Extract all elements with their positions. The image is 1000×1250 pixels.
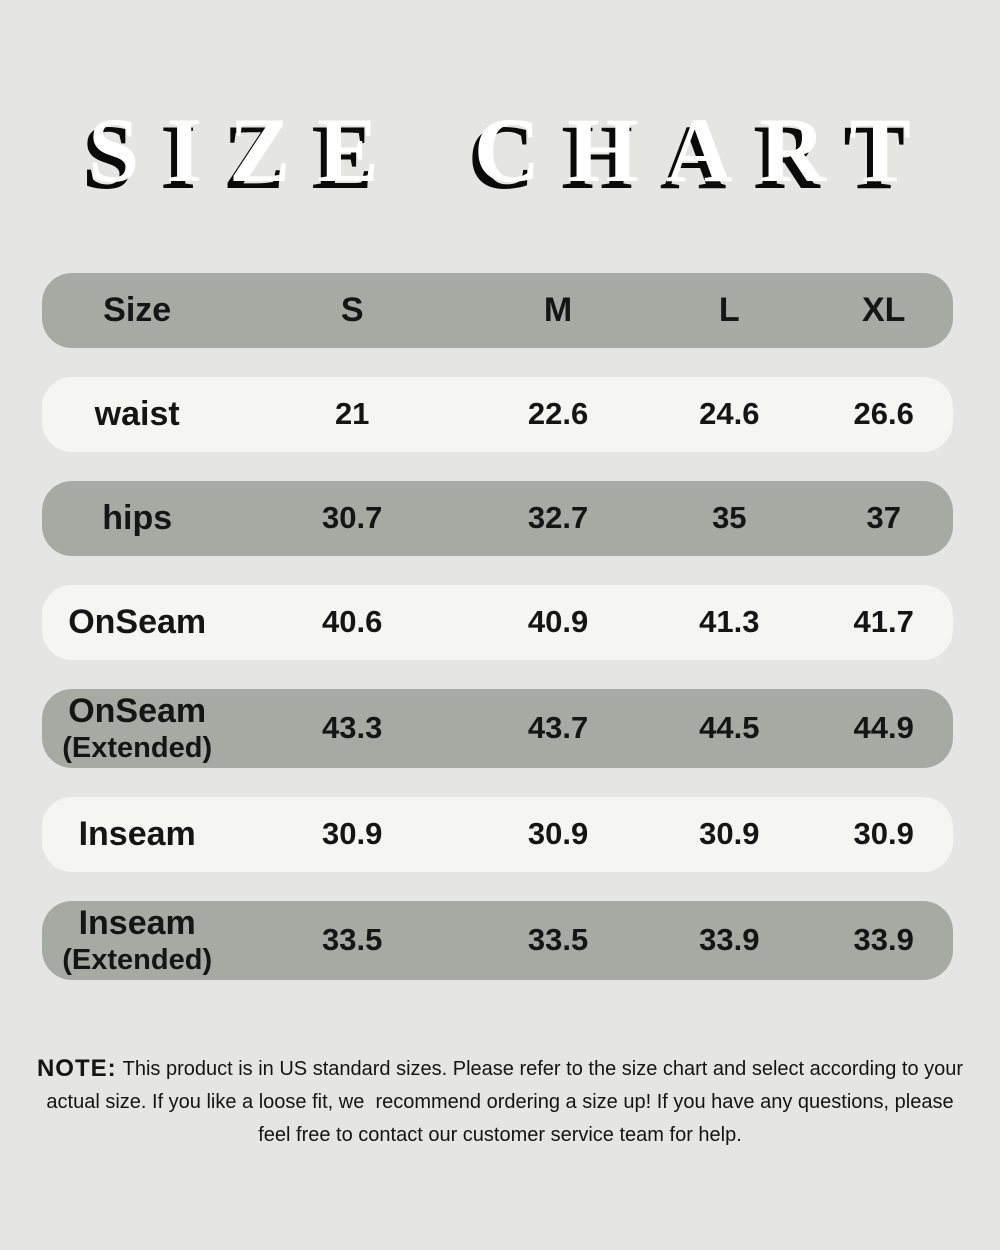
cell-value: 41.3	[699, 604, 760, 640]
column-header-l: L	[718, 290, 740, 329]
cell-value: 44.5	[699, 710, 760, 746]
cell-value: 32.7	[527, 500, 589, 536]
cell-value: 43.7	[527, 710, 589, 746]
cell-value: 35	[712, 500, 747, 536]
row-label: waist	[94, 394, 180, 433]
note-line-1: NOTE: This product is in US standard size…	[36, 1055, 964, 1082]
column-header-m: M	[543, 290, 573, 329]
cell-value: 33.9	[853, 922, 914, 958]
table-row-waist: waist 21 22.6 24.6 26.6	[42, 377, 953, 452]
table-row-inseam-extended: Inseam (Extended) 33.5 33.5 33.9 33.9	[42, 901, 953, 980]
table-row-onseam: OnSeam 40.6 40.9 41.3 41.7	[42, 585, 953, 660]
cell-value: 33.5	[322, 922, 383, 958]
cell-value: 44.9	[853, 710, 914, 746]
cell-value: 41.7	[853, 604, 914, 640]
page-title: SIZE CHART	[88, 98, 938, 201]
note-text: NOTE: This product is in US standard size…	[0, 1052, 1000, 1152]
cell-value: 40.6	[322, 604, 383, 640]
table-row-hips: hips 30.7 32.7 35 37	[42, 481, 953, 556]
cell-value: 40.9	[527, 604, 589, 640]
cell-value: 33.9	[699, 922, 760, 958]
row-label: Inseam	[78, 814, 196, 853]
row-label: hips	[102, 498, 173, 537]
cell-value: 30.9	[322, 816, 383, 852]
column-header-s: S	[340, 290, 364, 329]
table-row-inseam: Inseam 30.9 30.9 30.9 30.9	[42, 797, 953, 872]
note-line-3: feel free to contact our customer servic…	[258, 1124, 742, 1146]
note-line-2: actual size. If you like a loose fit, we…	[46, 1091, 954, 1113]
cell-value: 24.6	[699, 396, 760, 432]
size-chart-header-row: Size S M L XL	[42, 273, 953, 348]
cell-value: 30.9	[699, 816, 760, 852]
cell-value: 43.3	[322, 710, 383, 746]
cell-value: 33.5	[527, 922, 589, 958]
cell-value: 30.9	[527, 816, 589, 852]
cell-value: 30.9	[853, 816, 914, 852]
row-label: OnSeam	[68, 602, 207, 641]
table-row-onseam-extended: OnSeam (Extended) 43.3 43.7 44.5 44.9	[42, 689, 953, 768]
row-label: OnSeam (Extended)	[62, 691, 213, 764]
cell-value: 21	[334, 396, 370, 432]
cell-value: 22.6	[527, 396, 589, 432]
row-label: Inseam (Extended)	[62, 903, 213, 976]
column-header-xl: XL	[861, 290, 906, 329]
note-label: NOTE:	[36, 1055, 117, 1082]
column-header-size: Size	[103, 290, 172, 329]
cell-value: 37	[866, 500, 901, 536]
cell-value: 30.7	[322, 500, 383, 536]
cell-value: 26.6	[853, 396, 914, 432]
size-chart-table: Size S M L XL waist 21 22.6 24.6 26.6 hi…	[42, 273, 953, 980]
